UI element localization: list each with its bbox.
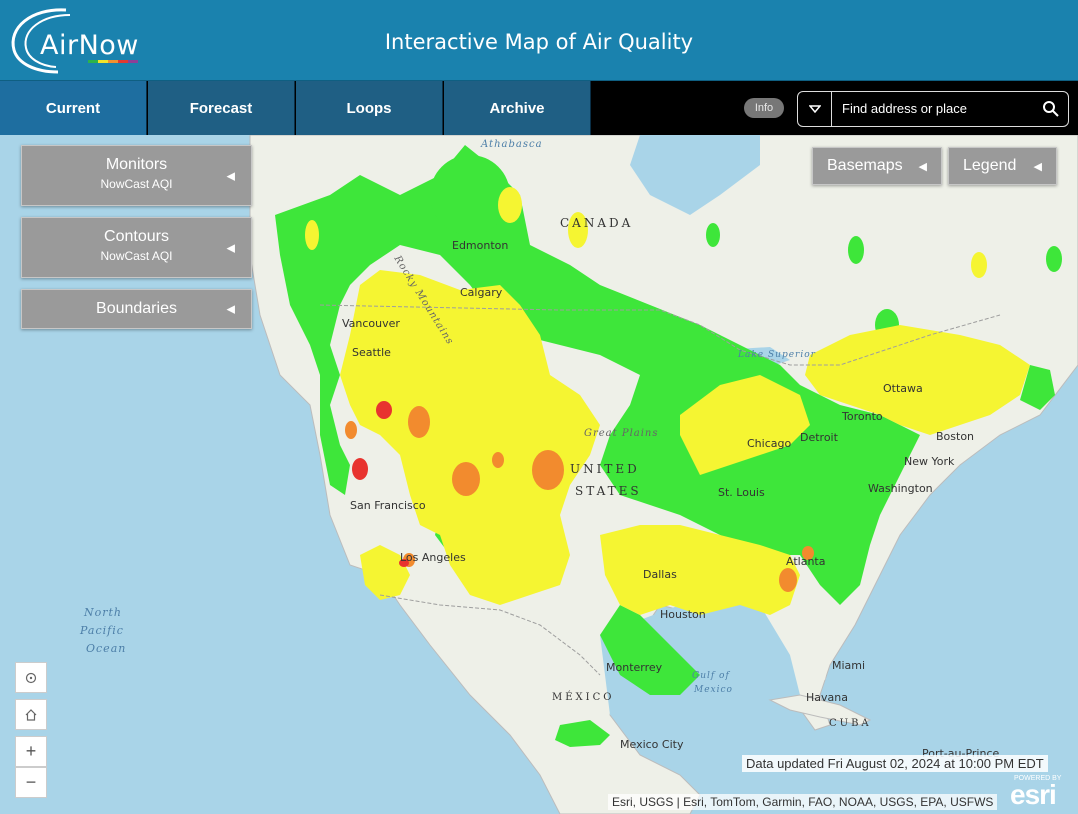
esri-logo-text: esri bbox=[1010, 779, 1057, 810]
app-header: AirNow Interactive Map of Air Quality bbox=[0, 0, 1078, 81]
search-source-dropdown[interactable] bbox=[798, 92, 832, 126]
city-label: Mexico City bbox=[620, 738, 684, 751]
city-label: Havana bbox=[806, 691, 848, 704]
minus-icon: − bbox=[25, 772, 37, 792]
ocean-label: Pacific bbox=[80, 624, 124, 637]
map-label-united: UNITED bbox=[570, 462, 640, 476]
chevron-down-icon bbox=[808, 105, 821, 113]
city-label: Ottawa bbox=[883, 382, 923, 395]
ocean-label: North bbox=[84, 606, 123, 619]
airnow-logo[interactable]: AirNow bbox=[6, 6, 142, 76]
esri-powered-text: POWERED BY bbox=[1014, 775, 1062, 782]
ocean-label: Mexico bbox=[694, 685, 733, 695]
aqi-unhealthy-contours bbox=[352, 401, 409, 567]
tab-forecast[interactable]: Forecast bbox=[148, 81, 295, 135]
search-icon[interactable] bbox=[1042, 100, 1060, 118]
aqi-moderate-contours bbox=[305, 187, 1030, 615]
tab-archive[interactable]: Archive bbox=[444, 81, 591, 135]
region-label: Lake Superior bbox=[738, 350, 816, 360]
city-label: Seattle bbox=[352, 346, 391, 359]
collapse-arrow-icon: ◀ bbox=[226, 303, 235, 316]
collapse-arrow-icon: ◀ bbox=[1033, 161, 1042, 173]
city-label: Monterrey bbox=[606, 661, 663, 674]
search-box: Find address or place bbox=[797, 91, 1069, 127]
locate-icon bbox=[25, 672, 37, 683]
basemaps-label: Basemaps bbox=[827, 157, 903, 174]
basemap-layer bbox=[249, 135, 1078, 814]
zoom-in-button[interactable]: + bbox=[15, 736, 47, 767]
contours-subtitle: NowCast AQI bbox=[100, 249, 173, 263]
ocean-label: Gulf of bbox=[692, 671, 730, 681]
city-label: Edmonton bbox=[452, 239, 509, 252]
boundaries-panel[interactable]: Boundaries ◀ bbox=[21, 289, 252, 329]
ocean-label: Ocean bbox=[86, 642, 127, 655]
locate-button[interactable] bbox=[15, 662, 47, 693]
city-label: Houston bbox=[660, 608, 706, 621]
tab-loops[interactable]: Loops bbox=[296, 81, 443, 135]
collapse-arrow-icon: ◀ bbox=[226, 170, 235, 182]
home-button[interactable] bbox=[15, 699, 47, 730]
aqi-usg-contours bbox=[345, 406, 814, 592]
collapse-arrow-icon: ◀ bbox=[918, 161, 927, 173]
logo-swoosh-icon bbox=[11, 8, 138, 74]
city-label: Los Angeles bbox=[400, 551, 466, 564]
city-label: Detroit bbox=[800, 431, 838, 444]
city-label: Toronto bbox=[842, 410, 883, 423]
monitors-subtitle: NowCast AQI bbox=[100, 177, 173, 191]
esri-logo[interactable]: POWERED BY esri bbox=[1010, 775, 1072, 811]
city-label: Miami bbox=[832, 659, 866, 672]
data-updated-text: Data updated Fri August 02, 2024 at 10:0… bbox=[742, 755, 1048, 772]
city-label: Vancouver bbox=[342, 317, 400, 330]
page-title: Interactive Map of Air Quality bbox=[384, 30, 694, 54]
map-attribution[interactable]: Esri, USGS | Esri, TomTom, Garmin, FAO, … bbox=[608, 794, 998, 810]
map-view[interactable]: CANADA UNITED STATES MÉXICO CUBA Edmonto… bbox=[0, 135, 1078, 814]
map-label-canada: CANADA bbox=[560, 216, 634, 230]
home-icon bbox=[25, 708, 37, 721]
boundaries-title: Boundaries bbox=[96, 300, 177, 317]
tab-current[interactable]: Current bbox=[0, 81, 147, 135]
map-label-cuba: CUBA bbox=[829, 718, 872, 729]
search-input[interactable]: Find address or place bbox=[842, 101, 968, 116]
zoom-out-button[interactable]: − bbox=[15, 767, 47, 798]
map-label-states: STATES bbox=[575, 484, 642, 498]
legend-label: Legend bbox=[963, 157, 1017, 174]
city-label: New York bbox=[904, 455, 955, 468]
region-label: Athabasca bbox=[481, 139, 543, 150]
city-label: Calgary bbox=[460, 286, 503, 299]
city-label: Atlanta bbox=[786, 555, 826, 568]
monitors-panel[interactable]: Monitors NowCast AQI ◀ bbox=[21, 145, 252, 206]
plus-icon: + bbox=[25, 741, 37, 761]
city-label: Boston bbox=[936, 430, 975, 443]
nav-bar: Current Forecast Loops Archive Info Find… bbox=[0, 81, 1078, 135]
region-label: Great Plains bbox=[584, 428, 659, 439]
city-label: St. Louis bbox=[718, 486, 765, 499]
city-label: Washington bbox=[868, 482, 933, 495]
contours-title: Contours bbox=[104, 228, 169, 245]
info-button[interactable]: Info bbox=[744, 98, 784, 118]
contours-panel[interactable]: Contours NowCast AQI ◀ bbox=[21, 217, 252, 278]
legend-button[interactable]: Legend ◀ bbox=[948, 147, 1057, 185]
city-label: Dallas bbox=[643, 568, 677, 581]
city-label: Chicago bbox=[747, 437, 792, 450]
collapse-arrow-icon: ◀ bbox=[226, 242, 235, 254]
city-label: San Francisco bbox=[350, 499, 426, 512]
map-label-mexico: MÉXICO bbox=[552, 692, 615, 703]
monitors-title: Monitors bbox=[105, 156, 168, 173]
basemaps-button[interactable]: Basemaps ◀ bbox=[812, 147, 942, 185]
logo-text: AirNow bbox=[40, 30, 139, 61]
